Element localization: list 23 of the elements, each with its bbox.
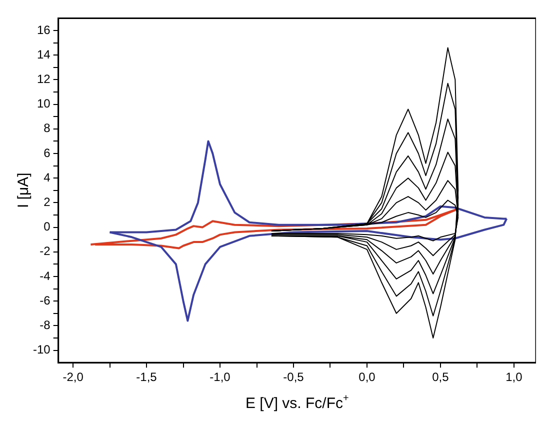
x-tick-label: -1,0 (210, 370, 231, 384)
y-tick-label: 2 (44, 195, 51, 210)
y-tick-label: 0 (44, 220, 51, 234)
x-tick-label: -2,0 (62, 370, 84, 384)
y-tick-label: -10 (33, 342, 51, 357)
y-tick-label: 4 (44, 170, 51, 184)
y-axis-title: I [μA] (15, 172, 32, 208)
x-tick-label: 0,5 (432, 370, 450, 384)
y-tick-label: -4 (40, 268, 51, 283)
y-tick-label: 6 (44, 146, 51, 160)
x-tick-label: -1,5 (136, 370, 158, 384)
y-tick-label: 12 (36, 72, 51, 86)
y-tick-label: 10 (36, 96, 51, 111)
y-tick-label: 8 (44, 121, 51, 136)
y-tick-label: 16 (36, 22, 51, 37)
y-tick-label: -8 (40, 318, 51, 332)
x-tick-label: -0,5 (283, 370, 304, 384)
x-axis-title: E [V] vs. Fc/Fc+ (246, 393, 350, 412)
x-tick-label: 0,0 (358, 370, 376, 384)
y-tick-label: -2 (40, 244, 51, 258)
x-tick-label: 1,0 (506, 370, 523, 384)
y-tick-label: 14 (36, 47, 51, 62)
y-tick-label: -6 (40, 293, 51, 308)
